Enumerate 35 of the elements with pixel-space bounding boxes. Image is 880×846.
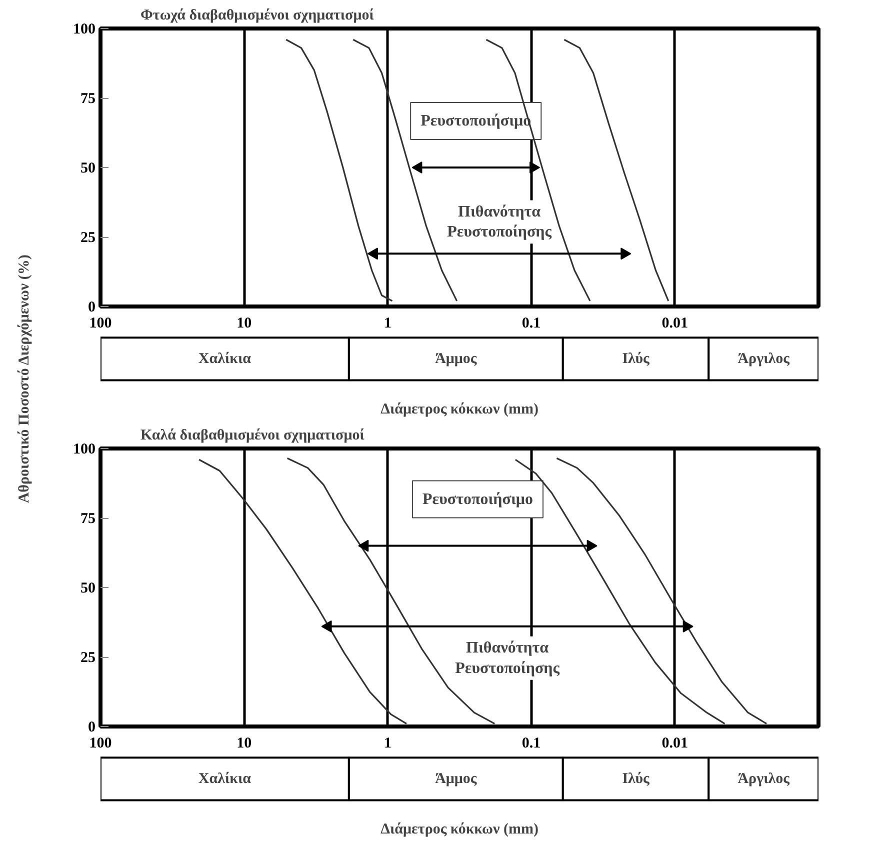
y-tick-label: 25 <box>80 230 96 246</box>
text: Ρευστοποιήσιμο <box>422 490 534 508</box>
x-tick-label: 1 <box>384 316 392 332</box>
x-tick-label: 0.1 <box>522 736 541 752</box>
series-label: Άργιλος <box>738 350 790 367</box>
x-tick-label: 1 <box>384 736 392 752</box>
chart-title: Φτωχά διαβαθμισμένοι σχηματισμοί <box>140 8 374 24</box>
y-tick-label: 25 <box>80 650 96 666</box>
x-tick-label: 10 <box>236 316 252 332</box>
series-label: Πιθανότητα Ρευστοποίησης <box>447 203 552 241</box>
series-label: Χαλίκια <box>198 770 252 787</box>
x-tick-label: 0.01 <box>662 736 688 752</box>
series-label: Ιλύς <box>622 770 650 787</box>
series-label: Άμμος <box>435 770 478 787</box>
x-axis-title: Διάμετρος κόκκων (mm) <box>380 402 538 418</box>
series-label: Χαλίκια <box>198 350 252 367</box>
y-tick-label: 100 <box>73 442 96 458</box>
x-axis-title: Διάμετρος κόκκων (mm) <box>380 822 538 838</box>
chart-title: Καλά διαβαθμισμένοι σχηματισμοί <box>140 428 365 444</box>
y-tick-label: 50 <box>80 160 96 176</box>
line-series <box>563 38 670 302</box>
y-tick-label: 75 <box>80 91 96 107</box>
x-tick-label: 0.01 <box>662 316 688 332</box>
y-tick-label: 100 <box>73 22 96 38</box>
series-label: Πιθανότητα Ρευστοποίησης <box>455 639 560 677</box>
series-label: Άργιλος <box>738 770 790 787</box>
y-tick-label: 50 <box>80 580 96 596</box>
series-label: Ιλύς <box>622 350 650 367</box>
y-tick-label: 0 <box>88 300 96 316</box>
x-tick-label: 10 <box>236 736 252 752</box>
y-tick-label: 0 <box>88 720 96 736</box>
x-tick-label: 0.1 <box>522 316 541 332</box>
y-tick-label: 75 <box>80 511 96 527</box>
series-label: Άμμος <box>435 350 478 367</box>
y-axis-title: Αθροιστικό Ποσοστό Διερχόμενων (%) <box>16 254 32 504</box>
